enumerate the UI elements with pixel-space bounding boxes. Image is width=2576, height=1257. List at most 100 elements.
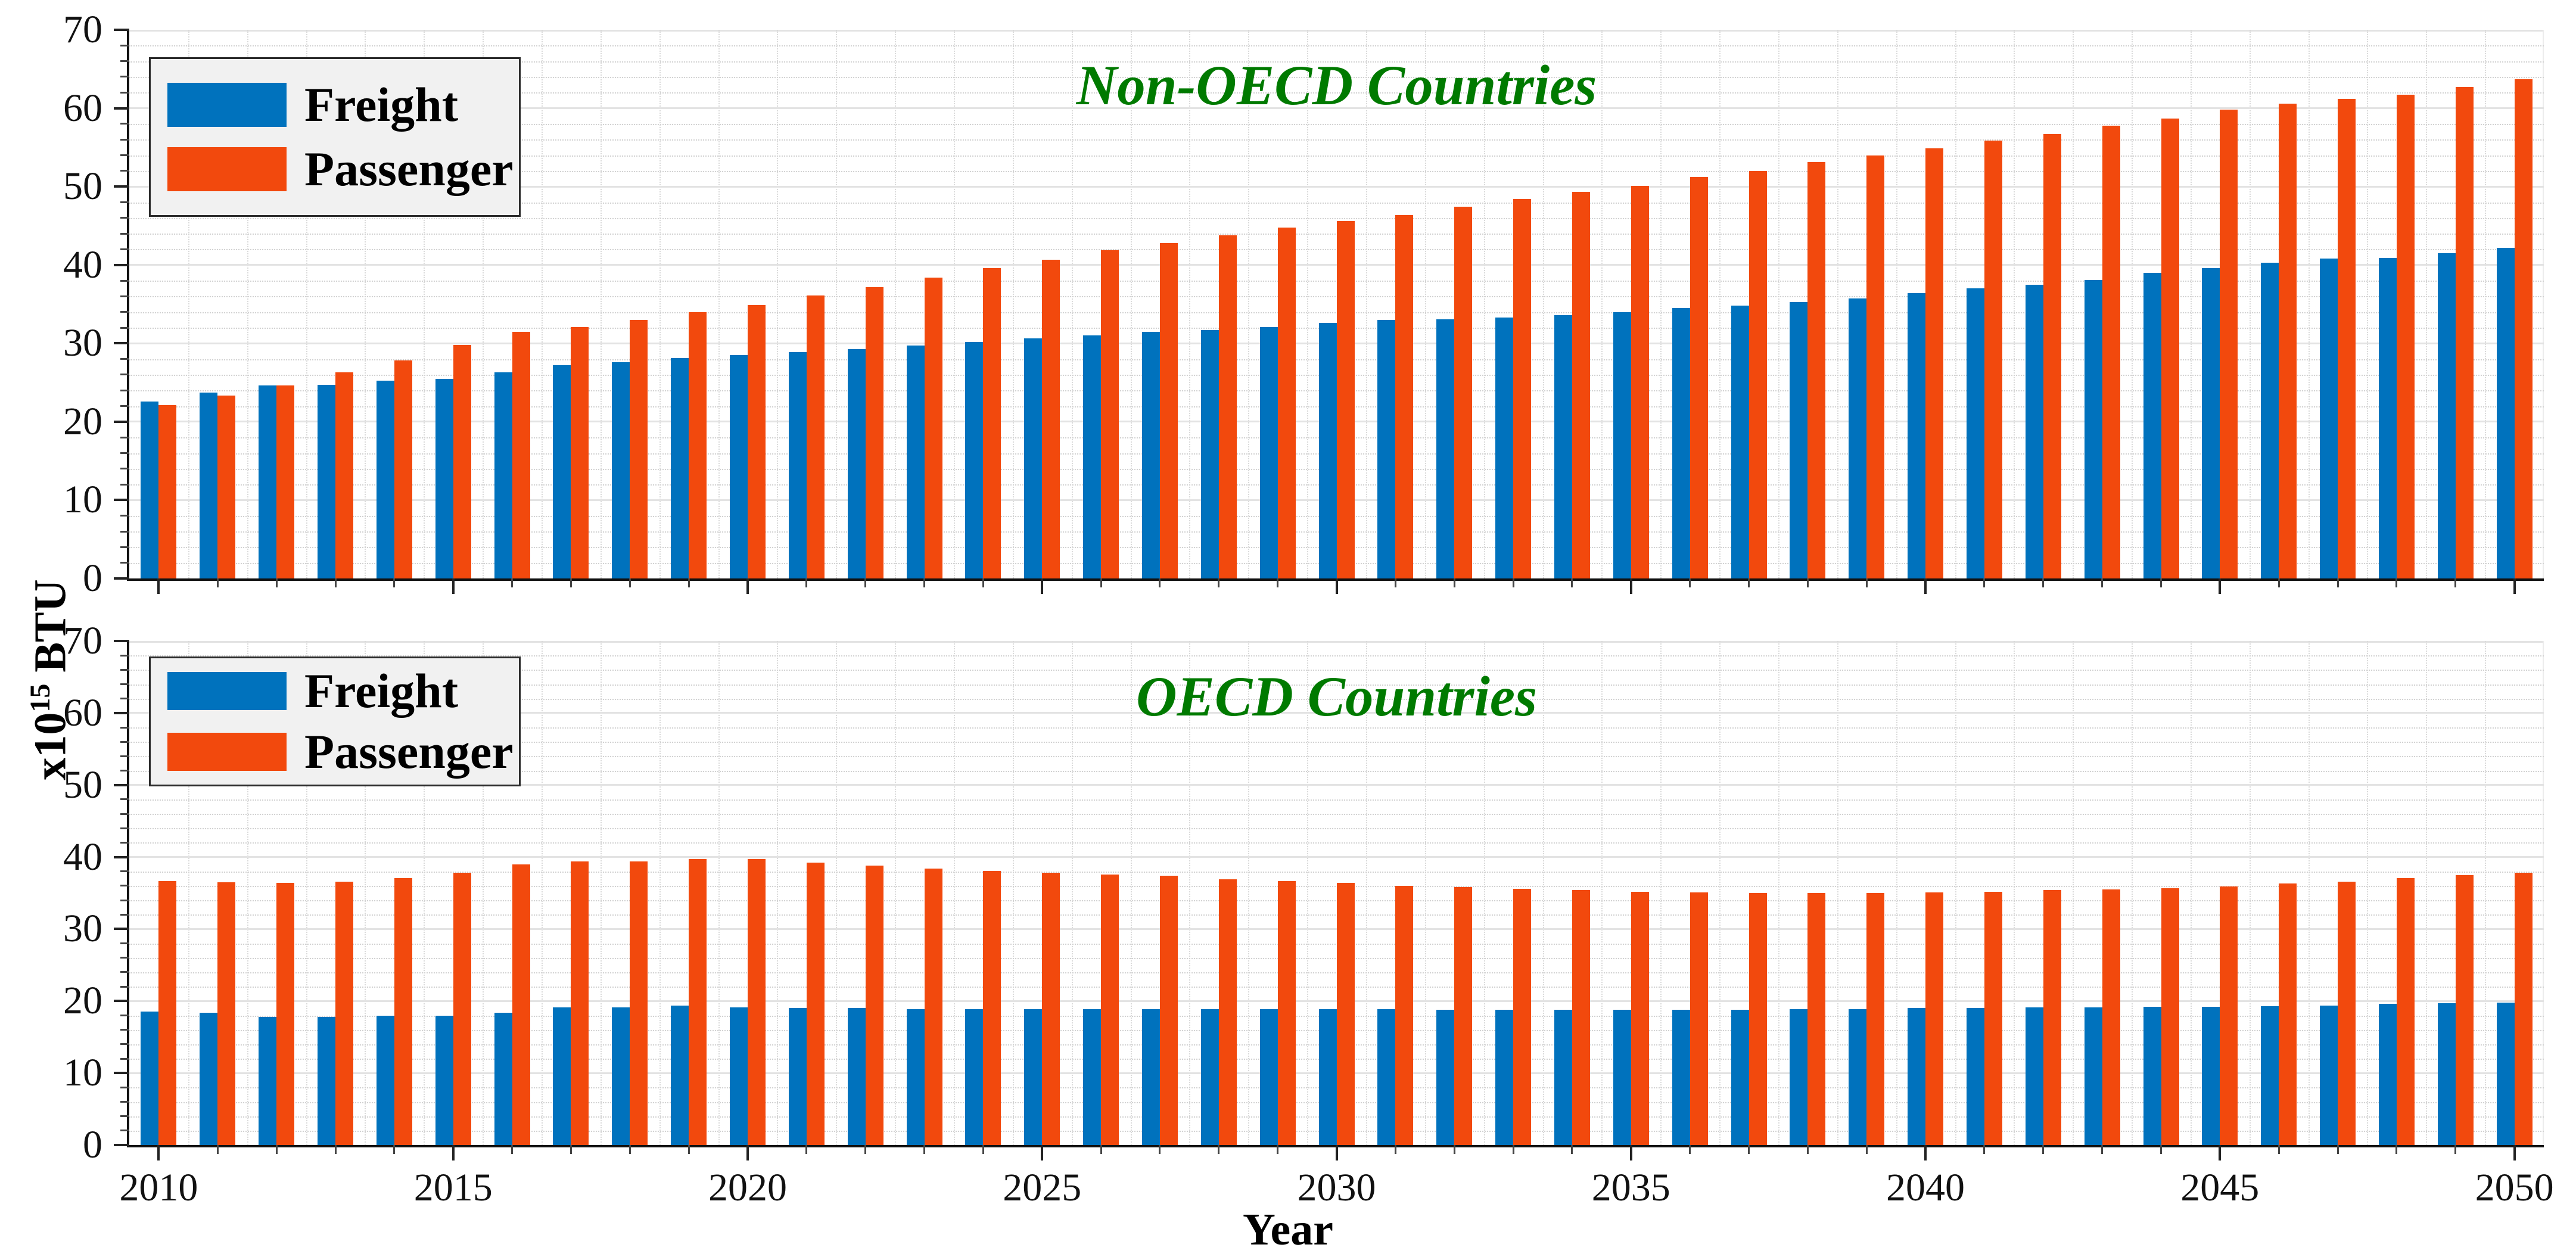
x-minor-tick	[1453, 578, 1455, 587]
x-minor-gridline	[1896, 30, 1897, 578]
x-tick	[746, 1145, 749, 1160]
passenger-bar-2020	[748, 304, 766, 578]
x-minor-tick	[1100, 578, 1102, 587]
x-minor-tick	[1806, 578, 1809, 587]
y-minor-gridline	[129, 92, 2544, 94]
x-minor-gridline	[2014, 30, 2015, 578]
y-minor-tick	[120, 1130, 129, 1132]
x-minor-gridline	[247, 30, 248, 578]
x-minor-tick	[687, 1145, 690, 1154]
x-tick	[452, 1145, 455, 1160]
y-tick	[114, 29, 129, 31]
passenger-bar-2036	[1690, 177, 1708, 578]
y-minor-tick	[120, 295, 129, 297]
x-minor-tick	[1865, 578, 1868, 587]
freight-bar-2046	[2261, 262, 2279, 578]
x-minor-gridline	[1424, 641, 1426, 1145]
x-minor-gridline	[483, 641, 484, 1145]
passenger-bar-2034	[1572, 890, 1590, 1145]
legend-non-oecd: Freight Passenger	[149, 57, 521, 217]
y-minor-tick	[120, 957, 129, 959]
freight-bar-2050	[2496, 247, 2515, 578]
y-minor-tick	[120, 326, 129, 329]
x-minor-tick	[216, 578, 219, 587]
x-minor-gridline	[1719, 30, 1721, 578]
y-minor-gridline	[129, 170, 2544, 172]
passenger-bar-2043	[2102, 125, 2120, 578]
freight-bar-2034	[1554, 315, 1572, 578]
freight-bar-2026	[1083, 335, 1102, 578]
freight-bar-2036	[1672, 308, 1690, 578]
x-tick-label: 2050	[2475, 1166, 2554, 1209]
y-minor-tick	[120, 232, 129, 235]
y-minor-gridline	[129, 842, 2544, 844]
freight-bar-2018	[612, 1007, 630, 1145]
freight-bar-2025	[1024, 338, 1043, 578]
passenger-bar-2046	[2279, 103, 2297, 578]
y-minor-tick	[120, 1043, 129, 1046]
x-minor-tick	[1218, 1145, 1220, 1154]
x-tick	[746, 578, 749, 594]
freight-bar-2021	[788, 1008, 807, 1145]
freight-bar-2039	[1849, 1009, 1867, 1145]
y-tick	[114, 577, 129, 580]
x-tick	[1335, 578, 1338, 594]
freight-bar-2010	[141, 401, 159, 578]
y-tick-label: 10	[63, 478, 102, 522]
x-tick-label: 2045	[2180, 1166, 2260, 1209]
y-tick-label: 30	[63, 907, 102, 951]
x-minor-tick	[1748, 578, 1750, 587]
x-minor-tick	[1571, 1145, 1573, 1154]
freight-bar-2030	[1318, 1009, 1337, 1145]
passenger-bar-2039	[1866, 893, 1885, 1145]
x-tick-label: 2010	[119, 1166, 198, 1209]
passenger-bar-2035	[1631, 185, 1649, 578]
y-tick-label: 20	[63, 399, 102, 443]
y-tick	[114, 640, 129, 642]
y-minor-gridline	[129, 45, 2544, 47]
y-minor-tick	[120, 436, 129, 438]
y-minor-tick	[120, 468, 129, 470]
y-tick	[114, 711, 129, 714]
x-minor-gridline	[542, 30, 543, 578]
passenger-bar-2044	[2161, 118, 2179, 578]
y-tick	[114, 185, 129, 188]
y-minor-tick	[120, 44, 129, 46]
y-tick-label: 70	[63, 619, 102, 662]
y-minor-tick	[120, 76, 129, 78]
x-minor-gridline	[1719, 641, 1721, 1145]
y-tick	[114, 1072, 129, 1075]
x-minor-tick	[2454, 1145, 2457, 1154]
y-axis-label: x1015 BTU	[24, 579, 76, 780]
y-minor-tick	[120, 985, 129, 988]
x-minor-tick	[216, 1145, 219, 1154]
x-minor-tick	[2278, 578, 2280, 587]
x-minor-gridline	[1778, 30, 1779, 578]
y-minor-tick	[120, 668, 129, 671]
y-tick-label: 50	[63, 164, 102, 209]
freight-bar-2050	[2496, 1002, 2515, 1145]
x-minor-gridline	[1660, 641, 1662, 1145]
y-minor-tick	[120, 374, 129, 376]
oecd-chart-panel: OECD Countries Freight Passenger 0 10 20 30…	[63, 619, 2554, 1209]
y-minor-tick	[120, 899, 129, 901]
freight-bar-2024	[965, 341, 984, 578]
x-minor-gridline	[1837, 641, 1838, 1145]
y-minor-tick	[120, 654, 129, 656]
passenger-bar-2045	[2220, 886, 2238, 1145]
x-minor-tick	[1983, 1145, 1986, 1154]
passenger-bar-2050	[2514, 873, 2533, 1145]
y-minor-gridline	[129, 61, 2544, 63]
y-tick-label: 40	[63, 835, 102, 879]
freight-bar-2043	[2084, 1007, 2102, 1145]
passenger-bar-2030	[1336, 221, 1355, 578]
y-minor-tick	[120, 1086, 129, 1088]
y-tick-label: 20	[63, 979, 102, 1023]
passenger-bar-2022	[865, 866, 883, 1145]
x-tick	[2513, 578, 2516, 594]
x-minor-gridline	[2308, 641, 2310, 1145]
passenger-bar-2012	[276, 883, 295, 1145]
y-tick-label: 0	[83, 556, 102, 600]
freight-bar-2028	[1200, 1009, 1219, 1145]
passenger-bar-2026	[1101, 874, 1119, 1145]
